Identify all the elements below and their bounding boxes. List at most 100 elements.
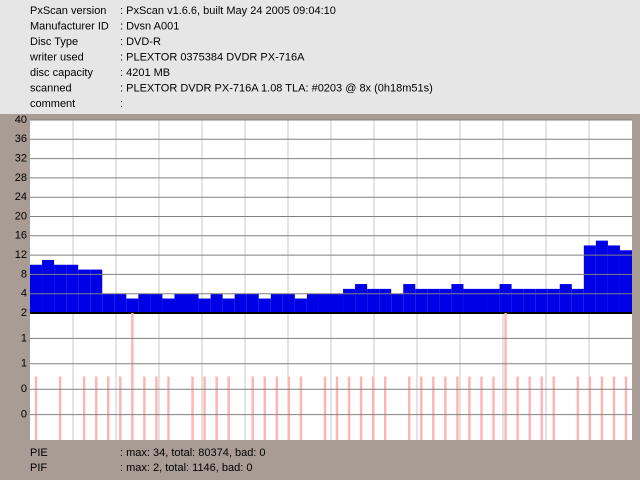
bar — [391, 293, 404, 313]
bar — [167, 376, 170, 440]
bar — [275, 376, 279, 440]
bar — [347, 376, 351, 440]
bar — [186, 293, 199, 313]
bar — [78, 269, 91, 313]
bar — [251, 376, 254, 440]
bar — [138, 293, 151, 313]
bar — [571, 288, 584, 313]
bar — [559, 284, 572, 313]
bar — [624, 376, 628, 440]
bar — [607, 245, 620, 313]
bar — [34, 376, 38, 440]
bar — [203, 376, 206, 440]
bar — [367, 288, 380, 313]
bar — [198, 298, 211, 313]
field-value: : PxScan v1.6.6, built May 24 2005 09:04… — [120, 5, 336, 17]
field-label: Manufacturer ID — [30, 20, 109, 32]
y-tick-label: 24 — [15, 191, 27, 203]
bar — [282, 293, 295, 313]
bar — [126, 298, 139, 313]
y-tick-label: 28 — [15, 172, 27, 184]
field-label: writer used — [29, 51, 84, 63]
y-tick-label: 32 — [15, 153, 27, 165]
y-tick-label: 4 — [21, 288, 27, 300]
bar — [215, 376, 218, 440]
bar — [583, 245, 596, 313]
bar — [263, 376, 266, 440]
bar — [90, 269, 103, 313]
bar — [516, 376, 519, 440]
bar — [359, 376, 363, 440]
bar — [114, 293, 127, 313]
bar — [379, 288, 392, 313]
bar — [480, 376, 483, 440]
bar — [306, 293, 319, 313]
field-label: disc capacity — [30, 67, 93, 79]
y-tick-label: 36 — [15, 133, 27, 145]
y-tick-label: 1 — [21, 358, 27, 370]
bar — [432, 376, 435, 440]
bar — [246, 293, 259, 313]
bar — [535, 288, 548, 313]
y-tick-label: 0 — [21, 409, 27, 421]
field-value: : PLEXTOR 0375384 DVDR PX-716A — [120, 51, 305, 63]
bar — [107, 376, 110, 440]
bar — [54, 264, 67, 313]
bar — [30, 264, 43, 313]
y-tick-label: 8 — [21, 268, 27, 280]
field-label: PxScan version — [30, 5, 106, 17]
stat-value: : max: 34, total: 80374, bad: 0 — [120, 447, 266, 459]
bar — [552, 376, 555, 440]
bar — [335, 376, 339, 440]
bar — [287, 376, 291, 440]
bar — [150, 293, 163, 313]
field-value: : 4201 MB — [120, 67, 170, 79]
bar — [331, 293, 344, 313]
bar — [439, 288, 452, 313]
y-tick-label: 1 — [21, 332, 27, 344]
bar — [468, 376, 471, 440]
bar — [191, 376, 194, 440]
bar — [499, 284, 512, 313]
bar — [155, 376, 158, 440]
stat-value: : max: 2, total: 1146, bad: 0 — [120, 462, 253, 474]
field-value: : PLEXTOR DVDR PX-716A 1.08 TLA: #0203 @… — [120, 82, 433, 94]
field-label: comment — [30, 98, 75, 110]
bar — [492, 376, 495, 440]
bar — [82, 376, 86, 440]
bar — [451, 284, 464, 313]
bar — [612, 376, 616, 440]
bar — [102, 293, 115, 313]
bar — [343, 288, 356, 313]
bar — [210, 293, 223, 313]
bar — [504, 313, 507, 440]
bar — [131, 313, 134, 440]
bar — [547, 288, 560, 313]
bar — [383, 376, 387, 440]
bar — [427, 288, 440, 313]
bar — [415, 288, 428, 313]
bar — [234, 293, 247, 313]
field-value: : Dvsn A001 — [120, 20, 179, 32]
bar — [227, 376, 230, 440]
bar — [143, 376, 146, 440]
field-value: : — [120, 98, 123, 110]
info-panel — [0, 0, 640, 114]
bar — [323, 376, 327, 440]
bar — [162, 298, 175, 313]
bar — [528, 376, 531, 440]
stat-label: PIE — [30, 447, 48, 459]
field-label: Disc Type — [30, 36, 78, 48]
bar — [258, 298, 271, 313]
bar — [270, 293, 283, 313]
bar — [456, 376, 459, 440]
y-tick-label: 20 — [15, 210, 27, 222]
bar — [318, 293, 331, 313]
bar — [595, 240, 608, 313]
y-tick-label: 16 — [15, 230, 27, 242]
bar — [299, 376, 303, 440]
bar — [42, 259, 55, 313]
bar — [475, 288, 488, 313]
